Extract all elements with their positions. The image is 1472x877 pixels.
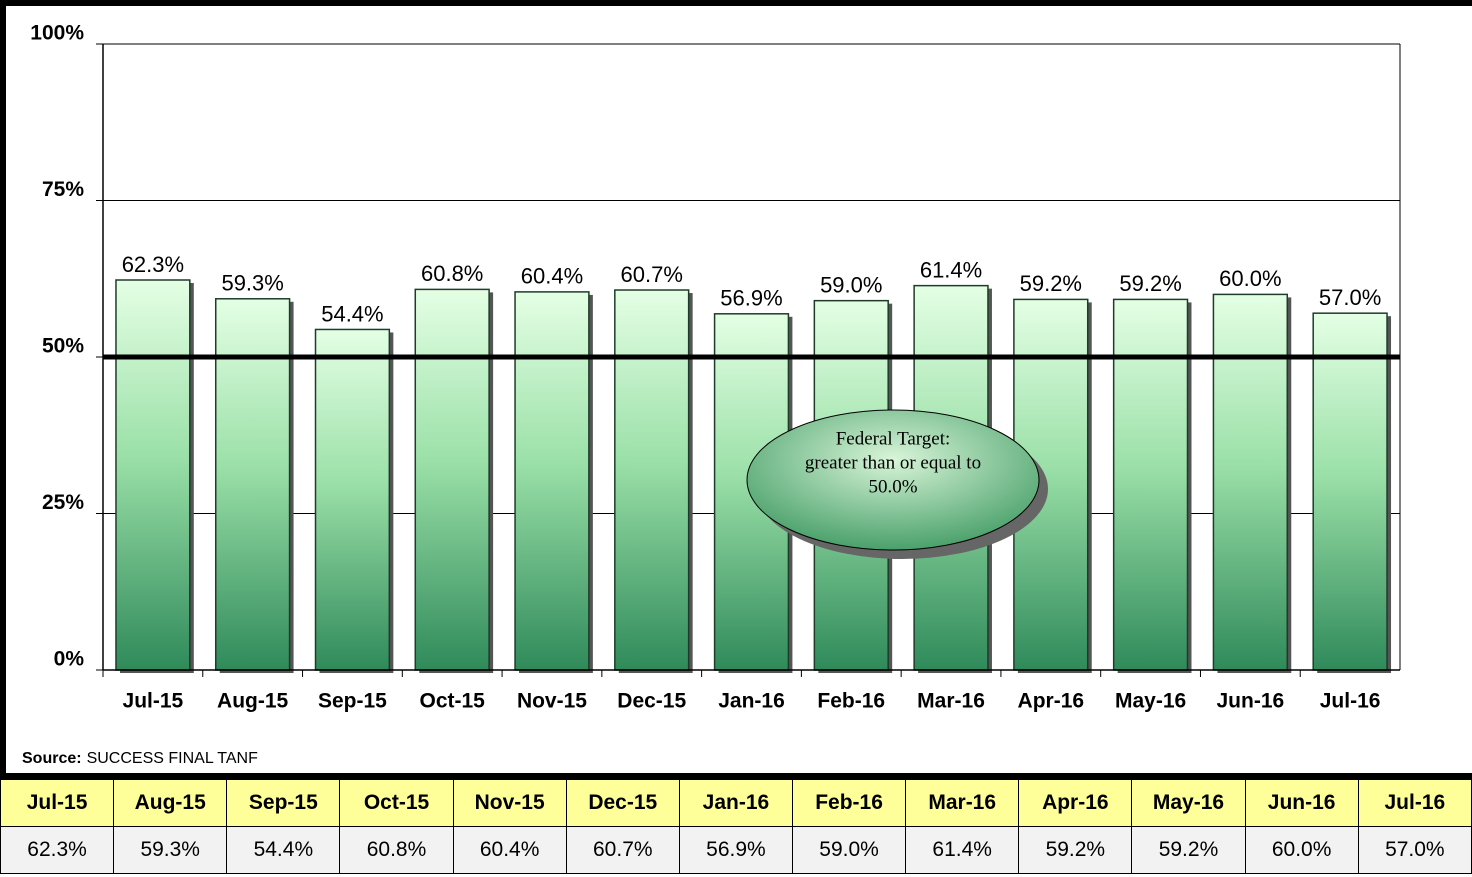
- table-cell: Aug-15: [113, 779, 228, 827]
- value-label: 57.0%: [1319, 285, 1381, 310]
- x-tick-label: Jul-16: [1320, 690, 1381, 713]
- bar: [1212, 293, 1289, 671]
- value-label: 59.3%: [221, 271, 283, 296]
- table-cell: Jul-15: [0, 779, 115, 827]
- bar: [1312, 312, 1388, 671]
- table-cell: 57.0%: [1357, 826, 1472, 874]
- chart: Federal Target: greater than or equal to 5…: [0, 0, 1472, 779]
- table-cell: Jul-16: [1357, 779, 1472, 827]
- x-tick-label: Nov-15: [517, 690, 587, 713]
- value-label: 60.0%: [1219, 266, 1281, 291]
- table-cell: 56.9%: [678, 826, 793, 874]
- table-cell: Nov-15: [452, 779, 567, 827]
- table-cell: 54.4%: [226, 826, 341, 874]
- bar: [614, 289, 690, 671]
- table-cell: Jun-16: [1244, 779, 1359, 827]
- table-cell: 60.4%: [452, 826, 567, 874]
- x-tick-label: Oct-15: [420, 690, 486, 713]
- table-cell: 59.2%: [1131, 826, 1246, 874]
- table-cell: 62.3%: [0, 826, 115, 874]
- annotation-text: 50.0%: [868, 476, 917, 497]
- bar: [514, 291, 590, 671]
- table-cell: 60.8%: [339, 826, 454, 874]
- table-cell: 59.0%: [791, 826, 907, 874]
- table-cell: 59.3%: [113, 826, 228, 874]
- x-tick-label: Jan-16: [718, 690, 785, 713]
- x-tick-label: Feb-16: [817, 690, 885, 713]
- data-table: Jul-15 Aug-15 Sep-15 Oct-15 Nov-15 Dec-15 Jan-…: [0, 779, 1472, 874]
- bar: [115, 279, 191, 671]
- table-cell: Feb-16: [791, 779, 907, 827]
- x-tick-label: Jun-16: [1217, 690, 1285, 713]
- value-label: 56.9%: [720, 286, 782, 311]
- x-tick-label: Mar-16: [917, 690, 985, 713]
- value-label: 60.7%: [621, 262, 683, 287]
- value-label: 59.2%: [1119, 271, 1181, 296]
- table-cell: 60.7%: [565, 826, 680, 874]
- table-row: 62.3% 59.3% 54.4% 60.8% 60.4% 60.7% 56.9% 59.0%…: [0, 826, 1472, 874]
- value-label: 60.4%: [521, 264, 583, 289]
- table-cell: Mar-16: [905, 779, 1020, 827]
- y-tick-label: 50%: [42, 335, 84, 358]
- y-tick-label: 0%: [54, 648, 85, 671]
- annotation-text: greater than or equal to: [805, 452, 981, 473]
- table-cell: 60.0%: [1244, 826, 1359, 874]
- value-label: 60.8%: [421, 261, 483, 286]
- value-label: 61.4%: [920, 257, 982, 282]
- value-label: 62.3%: [122, 252, 184, 277]
- x-tick-label: May-16: [1115, 690, 1186, 713]
- annotation-text: Federal Target:: [836, 428, 951, 449]
- table-cell: May-16: [1131, 779, 1246, 827]
- table-cell: 59.2%: [1018, 826, 1133, 874]
- table-cell: Sep-15: [226, 779, 341, 827]
- table-header: Jul-15 Aug-15 Sep-15 Oct-15 Nov-15 Dec-15 Jan-…: [0, 779, 1472, 827]
- bar: [414, 288, 490, 671]
- bar: [214, 298, 291, 671]
- bar: [314, 328, 391, 671]
- table-cell: Jan-16: [678, 779, 793, 827]
- source-text: SUCCESS FINAL TANF: [87, 750, 259, 767]
- source: Source: SUCCESS FINAL TANF: [22, 750, 258, 767]
- x-tick-label: Jul-15: [123, 690, 184, 713]
- x-tick-label: Aug-15: [217, 690, 288, 713]
- table-cell: Apr-16: [1018, 779, 1133, 827]
- y-tick-label: 100%: [30, 22, 84, 45]
- table-cell: Oct-15: [339, 779, 454, 827]
- value-label: 54.4%: [321, 301, 383, 326]
- bar: [1112, 298, 1189, 671]
- y-tick-label: 75%: [42, 178, 84, 201]
- table-cell: Dec-15: [565, 779, 680, 827]
- annotation-bubble: [746, 409, 1040, 551]
- value-label: 59.0%: [820, 272, 882, 297]
- source-label: Source:: [22, 750, 82, 767]
- x-tick-label: Dec-15: [617, 690, 686, 713]
- x-tick-label: Apr-16: [1018, 690, 1085, 713]
- table-cell: 61.4%: [905, 826, 1020, 874]
- value-label: 59.2%: [1020, 271, 1082, 296]
- x-tick-label: Sep-15: [318, 690, 387, 713]
- y-tick-label: 25%: [42, 491, 84, 514]
